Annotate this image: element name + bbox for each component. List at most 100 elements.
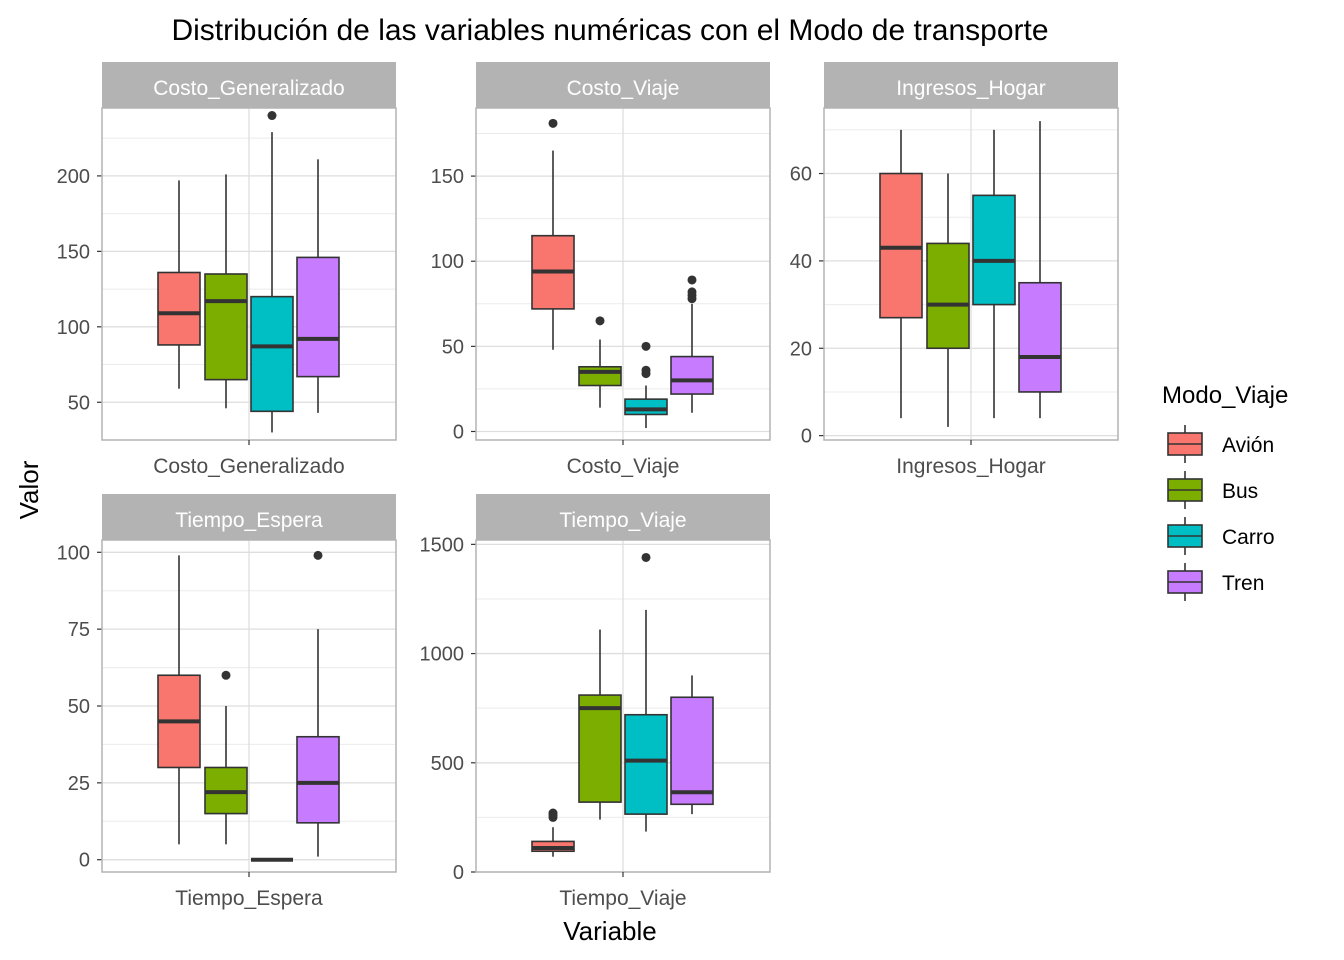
facet-strip-label: Tiempo_Espera bbox=[175, 509, 323, 532]
box-bus bbox=[578, 316, 622, 408]
box-iqr bbox=[926, 242, 970, 350]
box-iqr bbox=[296, 256, 340, 378]
box-carro bbox=[624, 552, 668, 832]
box-bus bbox=[926, 173, 970, 427]
outlier-point bbox=[548, 808, 558, 818]
facet-strip-label: Costo_Viaje bbox=[567, 77, 680, 100]
facet-panel: Costo_Viaje 0 50 100 150 Costo_Viaje bbox=[431, 62, 771, 478]
facet-strip-label: Tiempo_Viaje bbox=[559, 509, 686, 532]
y-tick-label: 50 bbox=[442, 336, 464, 358]
outlier-point bbox=[267, 111, 277, 121]
box-iqr bbox=[670, 355, 714, 395]
outlier-point bbox=[595, 316, 605, 326]
y-tick-label: 500 bbox=[431, 753, 464, 775]
y-tick-label: 0 bbox=[453, 421, 464, 443]
y-tick-label: 100 bbox=[57, 317, 90, 339]
y-tick-label: 100 bbox=[431, 251, 464, 273]
box-tren bbox=[296, 550, 340, 857]
legend-item: Carro bbox=[1167, 517, 1275, 555]
x-axis-label: Variable bbox=[563, 916, 656, 946]
x-tick-label: Costo_Generalizado bbox=[153, 455, 344, 478]
legend-label: Avión bbox=[1222, 434, 1274, 457]
y-tick-label: 40 bbox=[790, 251, 812, 273]
facet-strip bbox=[476, 494, 770, 540]
facet-strip-label: Costo_Generalizado bbox=[153, 77, 344, 100]
box-iqr bbox=[578, 694, 622, 803]
y-tick-label: 150 bbox=[57, 241, 90, 263]
x-tick-label: Costo_Viaje bbox=[567, 455, 680, 478]
outlier-point bbox=[641, 552, 651, 562]
box-iqr bbox=[670, 696, 714, 806]
legend-label: Carro bbox=[1222, 526, 1275, 549]
box-iqr bbox=[1018, 281, 1062, 393]
outlier-point bbox=[687, 275, 697, 285]
y-tick-label: 0 bbox=[453, 862, 464, 884]
outlier-point bbox=[221, 670, 231, 680]
box-tren bbox=[296, 159, 340, 413]
box-carro bbox=[250, 111, 294, 433]
y-tick-label: 0 bbox=[801, 426, 812, 448]
facet-strip bbox=[476, 62, 770, 108]
box-avion bbox=[157, 180, 201, 389]
legend: Modo_Viaje Avión Bus Carro Tren bbox=[1162, 382, 1288, 601]
x-tick-label: Ingresos_Hogar bbox=[896, 455, 1045, 478]
box-carro bbox=[624, 341, 668, 429]
outlier-point bbox=[641, 365, 651, 375]
facet-panel: Ingresos_Hogar 0 20 40 60 Ingresos_Hogar bbox=[790, 62, 1119, 478]
facet-strip bbox=[102, 62, 396, 108]
facet-strip-label: Ingresos_Hogar bbox=[896, 77, 1045, 100]
chart-title: Distribución de las variables numéricas … bbox=[171, 14, 1048, 47]
legend-title: Modo_Viaje bbox=[1162, 382, 1288, 409]
box-iqr bbox=[578, 365, 622, 387]
box-tren bbox=[670, 675, 714, 815]
box-iqr bbox=[972, 194, 1016, 306]
legend-label: Bus bbox=[1222, 480, 1258, 503]
box-bus bbox=[578, 629, 622, 820]
y-tick-label: 0 bbox=[79, 850, 90, 872]
y-tick-label: 1500 bbox=[420, 534, 465, 556]
box-iqr bbox=[296, 735, 340, 824]
y-tick-label: 20 bbox=[790, 338, 812, 360]
box-avion bbox=[531, 118, 575, 350]
outlier-point bbox=[313, 550, 323, 560]
y-tick-label: 25 bbox=[68, 773, 90, 795]
x-tick-label: Tiempo_Espera bbox=[175, 887, 323, 910]
box-iqr bbox=[250, 295, 294, 413]
legend-item: Avión bbox=[1167, 425, 1274, 463]
y-tick-label: 75 bbox=[68, 619, 90, 641]
facets: Costo_Generalizado50100150200Costo_Gener… bbox=[57, 62, 1119, 910]
box-avion bbox=[157, 555, 201, 845]
facet-strip bbox=[824, 62, 1118, 108]
facet-strip bbox=[102, 494, 396, 540]
outlier-point bbox=[641, 341, 651, 351]
box-iqr bbox=[624, 398, 668, 416]
box-avion bbox=[879, 129, 923, 419]
box-iqr bbox=[204, 273, 248, 381]
legend-item: Bus bbox=[1167, 471, 1258, 509]
box-bus bbox=[204, 670, 248, 845]
facet-panel: Costo_Generalizado 50 100 150 200 Costo_Gener… bbox=[57, 62, 397, 478]
y-tick-label: 150 bbox=[431, 166, 464, 188]
box-iqr bbox=[879, 172, 923, 319]
outlier-point bbox=[687, 287, 697, 297]
y-axis-label: Valor bbox=[14, 460, 44, 519]
box-avion bbox=[531, 808, 575, 857]
box-iqr bbox=[157, 271, 201, 346]
y-tick-label: 50 bbox=[68, 392, 90, 414]
outlier-point bbox=[548, 118, 558, 128]
box-carro bbox=[972, 129, 1016, 419]
y-tick-label: 60 bbox=[790, 164, 812, 186]
y-tick-label: 100 bbox=[57, 542, 90, 564]
box-bus bbox=[204, 174, 248, 409]
facet-panel: Tiempo_Viaje 0 500 1000 1500 Tiempo_Viaje bbox=[420, 494, 771, 910]
legend-label: Tren bbox=[1222, 572, 1264, 595]
box-tren bbox=[670, 275, 714, 413]
box-iqr bbox=[624, 713, 668, 815]
facet-panel: Tiempo_Espera 0 25 50 75 100 Tiempo_Espera bbox=[57, 494, 397, 910]
y-tick-label: 1000 bbox=[420, 644, 465, 666]
y-tick-label: 50 bbox=[68, 696, 90, 718]
y-tick-label: 200 bbox=[57, 166, 90, 188]
x-tick-label: Tiempo_Viaje bbox=[559, 887, 686, 910]
legend-item: Tren bbox=[1167, 563, 1264, 601]
